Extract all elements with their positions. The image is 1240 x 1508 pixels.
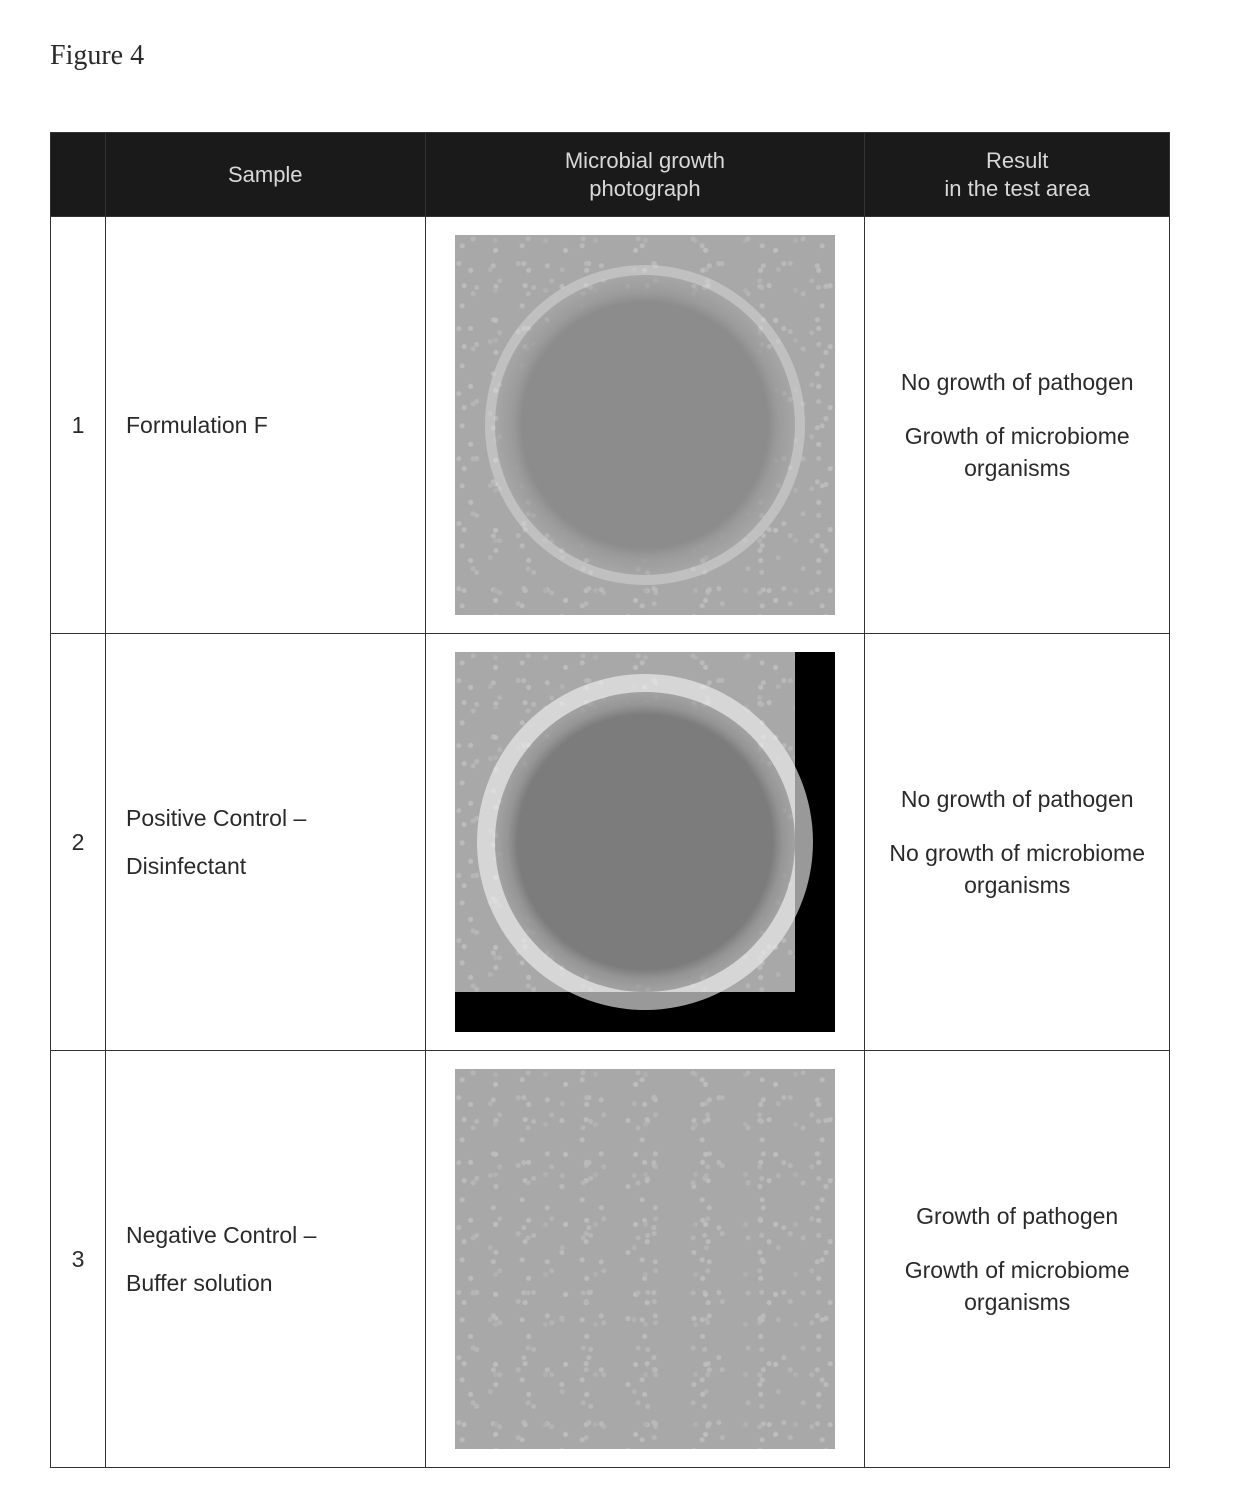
figure-title: Figure 4 <box>50 40 1190 72</box>
result-l1: Growth of pathogen <box>916 1203 1118 1229</box>
result-l2: Growth of microbiome organisms <box>905 1257 1130 1315</box>
row-sample: Negative Control – Buffer solution <box>105 1051 425 1468</box>
microbial-plate-image <box>455 235 835 615</box>
row-num: 3 <box>51 1051 106 1468</box>
row-result: No growth of pathogen No growth of micro… <box>865 634 1170 1051</box>
row-photo <box>425 1051 865 1468</box>
table-row: 1 Formulation F No growth of pathogen Gr… <box>51 217 1170 634</box>
header-row: Sample Microbial growth photograph Resul… <box>51 133 1170 217</box>
sample-l2: Buffer solution <box>126 1270 273 1296</box>
microbial-plate-image <box>455 652 835 1032</box>
row-photo <box>425 634 865 1051</box>
result-l2: Growth of microbiome organisms <box>905 423 1130 481</box>
results-table: Sample Microbial growth photograph Resul… <box>50 132 1170 1468</box>
row-num: 1 <box>51 217 106 634</box>
header-photo-l1: Microbial growth <box>565 148 725 173</box>
sample-l1: Formulation F <box>126 412 268 438</box>
sample-l1: Negative Control – <box>126 1222 317 1248</box>
result-l1: No growth of pathogen <box>901 786 1134 812</box>
header-num <box>51 133 106 217</box>
sample-l2: Disinfectant <box>126 853 246 879</box>
row-result: Growth of pathogen Growth of microbiome … <box>865 1051 1170 1468</box>
row-num: 2 <box>51 634 106 1051</box>
table-row: 2 Positive Control – Disinfectant No gro… <box>51 634 1170 1051</box>
row-result: No growth of pathogen Growth of microbio… <box>865 217 1170 634</box>
row-photo <box>425 217 865 634</box>
header-result-l2: in the test area <box>944 176 1090 201</box>
header-photo-l2: photograph <box>589 176 700 201</box>
header-photo: Microbial growth photograph <box>425 133 865 217</box>
microbial-plate-image <box>455 1069 835 1449</box>
header-result-l1: Result <box>986 148 1048 173</box>
row-sample: Positive Control – Disinfectant <box>105 634 425 1051</box>
header-result: Result in the test area <box>865 133 1170 217</box>
sample-l1: Positive Control – <box>126 805 306 831</box>
header-sample: Sample <box>105 133 425 217</box>
row-sample: Formulation F <box>105 217 425 634</box>
result-l2: No growth of microbiome organisms <box>889 840 1145 898</box>
table-row: 3 Negative Control – Buffer solution Gro… <box>51 1051 1170 1468</box>
result-l1: No growth of pathogen <box>901 369 1134 395</box>
